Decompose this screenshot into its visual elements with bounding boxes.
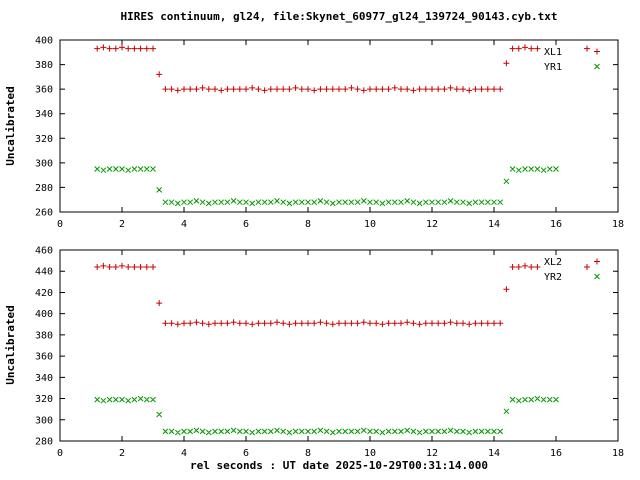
y-tick-label: 340 [35, 373, 53, 384]
legend-marker-XL1 [594, 48, 600, 55]
series-XL2 [94, 262, 590, 328]
x-tick-label: 16 [550, 219, 562, 230]
plot-panels: 0 2 4 6 8 10 12 14 16 18260280300320340360380400X… [35, 36, 624, 460]
x-tick-label: 8 [305, 448, 311, 459]
legend-label-YR2: YR2 [544, 272, 562, 283]
x-tick-label: 4 [181, 448, 187, 459]
y-tick-label: 280 [35, 183, 53, 194]
x-tick-label: 12 [426, 448, 438, 459]
x-tick-label: 14 [488, 219, 500, 230]
chart-title: HIRES continuum, gl24, file:Skynet_60977… [120, 10, 557, 23]
legend-label-XL1: XL1 [544, 47, 562, 58]
x-tick-label: 8 [305, 219, 311, 230]
y-tick-label: 340 [35, 109, 53, 120]
legend-marker-XL2 [594, 258, 600, 265]
x-axis-label: rel seconds : UT date 2025-10-29T00:31:1… [190, 459, 488, 472]
x-tick-label: 0 [57, 448, 63, 459]
x-tick-label: 18 [612, 219, 624, 230]
panel-1: 0 2 4 6 8 10 12 14 16 18 260 280 300 320 340 360 380 400 X… [35, 36, 624, 231]
legend-marker-YR2 [594, 273, 600, 280]
x-tick-label: 6 [243, 219, 249, 230]
y-tick-label: 400 [35, 309, 53, 320]
x-tick-label: 12 [426, 219, 438, 230]
x-tick-label: 6 [243, 448, 249, 459]
y-tick-label: 360 [35, 85, 53, 96]
y-tick-label: 320 [35, 134, 53, 145]
y-tick-label: 460 [35, 246, 53, 257]
legend-label-YR1: YR1 [544, 62, 562, 73]
series-YR1 [94, 166, 559, 207]
y-tick-label: 280 [35, 437, 53, 448]
y-tick-label: 360 [35, 352, 53, 363]
series-XL1 [94, 44, 590, 94]
panel-2: 0 2 4 6 8 10 12 14 16 18 280 300 320 340 360 380 400 420 4… [35, 246, 624, 460]
y-tick-label: 400 [35, 36, 53, 47]
x-tick-label: 18 [612, 448, 624, 459]
x-tick-label: 10 [364, 219, 376, 230]
x-tick-label: 10 [364, 448, 376, 459]
y-tick-label: 260 [35, 208, 53, 219]
x-tick-label: 4 [181, 219, 187, 230]
axis-ticks: 0 2 4 6 8 10 12 14 16 18 260 280 300 320 340 360 380 400 [35, 36, 624, 231]
y-tick-label: 420 [35, 288, 53, 299]
legend-label-XL2: XL2 [544, 257, 562, 268]
series-YR2 [94, 395, 559, 436]
axis-ticks: 0 2 4 6 8 10 12 14 16 18 280 300 320 340 360 380 400 420 4… [35, 246, 624, 460]
x-tick-label: 2 [119, 219, 125, 230]
y-tick-label: 440 [35, 267, 53, 278]
x-tick-label: 2 [119, 448, 125, 459]
legend-marker-YR1 [594, 63, 600, 70]
y-axis-label-bottom: Uncalibrated [4, 305, 17, 384]
y-tick-label: 380 [35, 60, 53, 71]
y-tick-label: 320 [35, 394, 53, 405]
y-tick-label: 300 [35, 158, 53, 169]
x-tick-label: 16 [550, 448, 562, 459]
x-tick-label: 14 [488, 448, 500, 459]
y-tick-label: 300 [35, 415, 53, 426]
y-axis-label-top: Uncalibrated [4, 86, 17, 165]
y-tick-label: 380 [35, 330, 53, 341]
x-tick-label: 0 [57, 219, 63, 230]
